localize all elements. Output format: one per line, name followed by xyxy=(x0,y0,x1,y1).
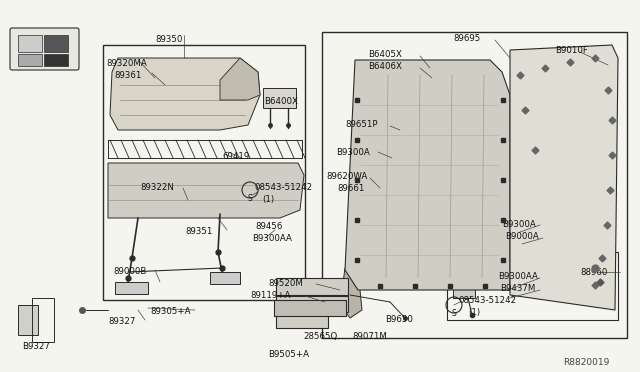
Text: 89361: 89361 xyxy=(114,71,141,80)
Text: 89520M: 89520M xyxy=(268,279,303,288)
Text: B9437M: B9437M xyxy=(500,284,536,293)
Text: 89350: 89350 xyxy=(155,35,182,44)
Text: R8820019: R8820019 xyxy=(564,358,610,367)
Bar xyxy=(322,32,627,338)
Text: 89351: 89351 xyxy=(185,227,212,236)
Text: (1): (1) xyxy=(468,308,480,317)
Text: B9650: B9650 xyxy=(385,315,413,324)
Bar xyxy=(210,272,240,284)
Text: B9327: B9327 xyxy=(22,342,50,351)
Bar xyxy=(44,35,68,52)
Text: B9010F: B9010F xyxy=(555,46,588,55)
Text: B9300A: B9300A xyxy=(336,148,370,157)
Bar xyxy=(276,313,328,328)
Bar xyxy=(447,252,618,320)
Polygon shape xyxy=(220,58,260,100)
Text: 89620WA: 89620WA xyxy=(326,172,367,181)
Text: 08543-51242: 08543-51242 xyxy=(458,296,516,305)
Text: 08543-51242: 08543-51242 xyxy=(254,183,312,192)
Bar xyxy=(115,282,148,294)
Text: (1): (1) xyxy=(262,195,274,204)
Text: B6400X: B6400X xyxy=(264,97,298,106)
Bar xyxy=(18,305,38,335)
Bar xyxy=(18,54,42,66)
Bar xyxy=(263,88,296,108)
Text: 89322N: 89322N xyxy=(140,183,174,192)
Polygon shape xyxy=(110,58,260,130)
Text: 89119+A: 89119+A xyxy=(250,291,291,300)
Polygon shape xyxy=(108,163,304,218)
Text: S: S xyxy=(247,194,252,203)
Bar xyxy=(32,298,54,342)
Text: 69419: 69419 xyxy=(222,152,249,161)
Text: B6406X: B6406X xyxy=(368,62,402,71)
Text: 28565Q: 28565Q xyxy=(303,332,337,341)
Text: B9300AA: B9300AA xyxy=(498,272,538,281)
Text: 89661: 89661 xyxy=(337,184,364,193)
Bar xyxy=(276,278,348,295)
Bar xyxy=(18,35,42,52)
Text: 89000B: 89000B xyxy=(113,267,147,276)
Text: B6405X: B6405X xyxy=(368,50,402,59)
Polygon shape xyxy=(345,60,510,290)
Text: B9505+A: B9505+A xyxy=(268,350,309,359)
Bar xyxy=(453,278,475,298)
Text: 88960: 88960 xyxy=(580,268,607,277)
Bar xyxy=(555,175,600,215)
Text: 89305+A: 89305+A xyxy=(150,307,191,316)
Text: 89456: 89456 xyxy=(255,222,282,231)
Text: 89651P: 89651P xyxy=(345,120,378,129)
Text: 89320MA: 89320MA xyxy=(106,59,147,68)
Text: B9300A: B9300A xyxy=(502,220,536,229)
Text: S: S xyxy=(451,309,456,318)
Text: 89327: 89327 xyxy=(108,317,136,326)
Polygon shape xyxy=(510,45,618,310)
Bar xyxy=(276,296,348,312)
Polygon shape xyxy=(340,268,362,318)
FancyBboxPatch shape xyxy=(10,28,79,70)
Text: B9300AA: B9300AA xyxy=(252,234,292,243)
Text: 89071M: 89071M xyxy=(352,332,387,341)
Text: B9000A: B9000A xyxy=(505,232,539,241)
Bar xyxy=(274,300,346,316)
Bar xyxy=(44,54,68,66)
Bar xyxy=(103,45,305,300)
Text: 89695: 89695 xyxy=(453,34,480,43)
